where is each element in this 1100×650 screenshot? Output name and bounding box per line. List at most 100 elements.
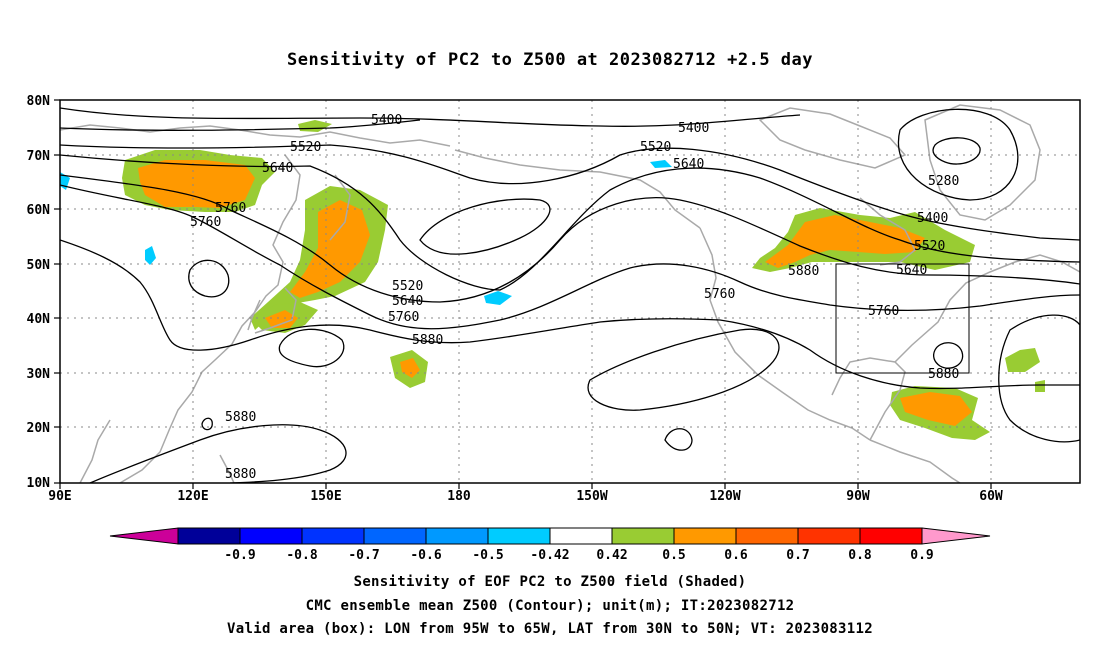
contour-label: 5400	[678, 121, 709, 136]
contour-label: 5880	[788, 264, 819, 279]
lat-label: 70N	[27, 149, 51, 164]
contour-label: 5880	[225, 410, 256, 425]
contour-label: 5880	[928, 367, 959, 382]
lat-label: 20N	[27, 421, 51, 436]
lon-labels: 90E 120E 150E 180 150W 120W 90W 60W	[48, 489, 1003, 504]
contour-label: 5520	[392, 279, 423, 294]
colorbar-swatch	[549, 527, 613, 545]
colorbar-swatch	[611, 527, 675, 545]
coast-eurasia-north	[60, 124, 451, 147]
colorbar-swatch	[487, 527, 551, 545]
coast-southeast-asia	[119, 427, 171, 483]
contour-low-greenland	[897, 108, 1019, 201]
lat-label: 40N	[27, 312, 51, 327]
colorbar-label: 0.42	[596, 548, 627, 563]
contour-label: 5760	[704, 287, 735, 302]
colorbar-swatch	[239, 527, 303, 545]
coast-arctic-islands	[758, 107, 907, 169]
shade-negative-pacific	[484, 291, 512, 305]
contour-label: 5760	[215, 201, 246, 216]
lat-label: 10N	[27, 476, 51, 491]
contour-5760-a	[60, 174, 1080, 303]
contour-small-ring	[201, 417, 213, 431]
contour-5880-pacific-low	[587, 328, 780, 411]
coast-greenland	[924, 104, 1041, 221]
coast-indochina	[79, 419, 111, 483]
contour-5880-atlantic	[998, 314, 1080, 443]
colorbar-label: -0.42	[530, 548, 569, 563]
contour-label: 5880	[225, 467, 256, 482]
coast-philippines	[219, 454, 235, 483]
colorbar-label: 0.6	[724, 548, 748, 563]
shade-mid-caribbean	[900, 392, 972, 426]
contour-label: 5520	[640, 140, 671, 155]
lat-label: 50N	[27, 258, 51, 273]
colorbar-end-high	[921, 527, 991, 545]
contour-label: 5640	[392, 294, 423, 309]
lon-ticks	[59, 483, 992, 489]
lon-label: 180	[447, 489, 471, 504]
contour-5520	[60, 144, 1080, 241]
colorbar-label: 0.5	[662, 548, 685, 563]
colorbar-label: 0.8	[848, 548, 872, 563]
colorbar-label: 0.7	[786, 548, 809, 563]
z500-contours	[60, 107, 1080, 483]
colorbar-swatch	[797, 527, 861, 545]
contour-5280-center	[932, 137, 981, 165]
contour-high-pacific-small	[664, 428, 693, 451]
lat-labels: 80N 70N 60N 50N 40N 30N 20N 10N	[27, 94, 51, 491]
contour-label: 5760	[868, 304, 899, 319]
contour-label: 5640	[896, 263, 927, 278]
colorbar-label: -0.9	[224, 548, 255, 563]
contour-label: 5640	[673, 157, 704, 172]
contour-label: 5880	[412, 333, 443, 348]
colorbar-label: -0.5	[472, 548, 503, 563]
page-title: Sensitivity of PC2 to Z500 at 2023082712…	[286, 50, 813, 70]
lon-label: 150E	[310, 489, 341, 504]
colorbar-swatch	[425, 527, 489, 545]
sensitivity-shading	[60, 120, 1045, 440]
coast-asia-east	[169, 154, 301, 429]
contour-5400-arctic	[60, 119, 421, 131]
coast-hudson-bay	[859, 197, 916, 266]
contour-label: 5760	[388, 310, 419, 325]
colorbar-label: -0.6	[410, 548, 441, 563]
contour-5640	[60, 154, 1080, 291]
shade-mid-japan	[265, 310, 298, 328]
colorbar-label: -0.7	[348, 548, 379, 563]
shade-positive-atlantic	[1005, 348, 1040, 372]
lat-label: 60N	[27, 203, 51, 218]
shade-mid-canada	[765, 215, 925, 268]
contour-label: 5520	[290, 140, 321, 155]
caption-shading: Sensitivity of EOF PC2 to Z500 field (Sh…	[353, 574, 747, 590]
lon-label: 90E	[48, 489, 71, 504]
contour-label: 5400	[917, 211, 948, 226]
contour-low-asia	[188, 259, 230, 298]
contour-label: 5280	[928, 174, 959, 189]
coast-korea	[247, 299, 261, 331]
coast-central-america	[869, 439, 961, 483]
colorbar-end-low	[109, 527, 179, 545]
lon-label: 120E	[177, 489, 208, 504]
contour-5760-b	[60, 184, 1080, 330]
lat-ticks	[54, 99, 60, 484]
colorbar-swatch	[301, 527, 365, 545]
lon-label: 120W	[709, 489, 740, 504]
colorbar: -0.9 -0.8 -0.7 -0.6 -0.5 -0.42 0.42 0.5 0.6 0.7 0.…	[109, 527, 991, 563]
shade-negative-asia	[145, 246, 156, 265]
colorbar-swatch	[859, 527, 923, 545]
lon-label: 60W	[979, 489, 1003, 504]
colorbar-swatch	[177, 527, 241, 545]
caption-contour: CMC ensemble mean Z500 (Contour); unit(m…	[305, 598, 795, 614]
shade-negative-arctic	[650, 160, 672, 168]
contour-5880-south	[89, 424, 347, 483]
colorbar-swatch	[735, 527, 799, 545]
colorbar-swatch	[363, 527, 427, 545]
coast-na-east	[894, 254, 1080, 363]
contour-5400-north	[60, 107, 801, 127]
contour-label-group: 5400 5400 5520 5520 5640 5640 5760 5760 …	[190, 113, 959, 482]
contour-label: 5520	[914, 239, 945, 254]
grid-lines	[60, 100, 1080, 483]
shade-positive-arctic	[298, 120, 332, 132]
